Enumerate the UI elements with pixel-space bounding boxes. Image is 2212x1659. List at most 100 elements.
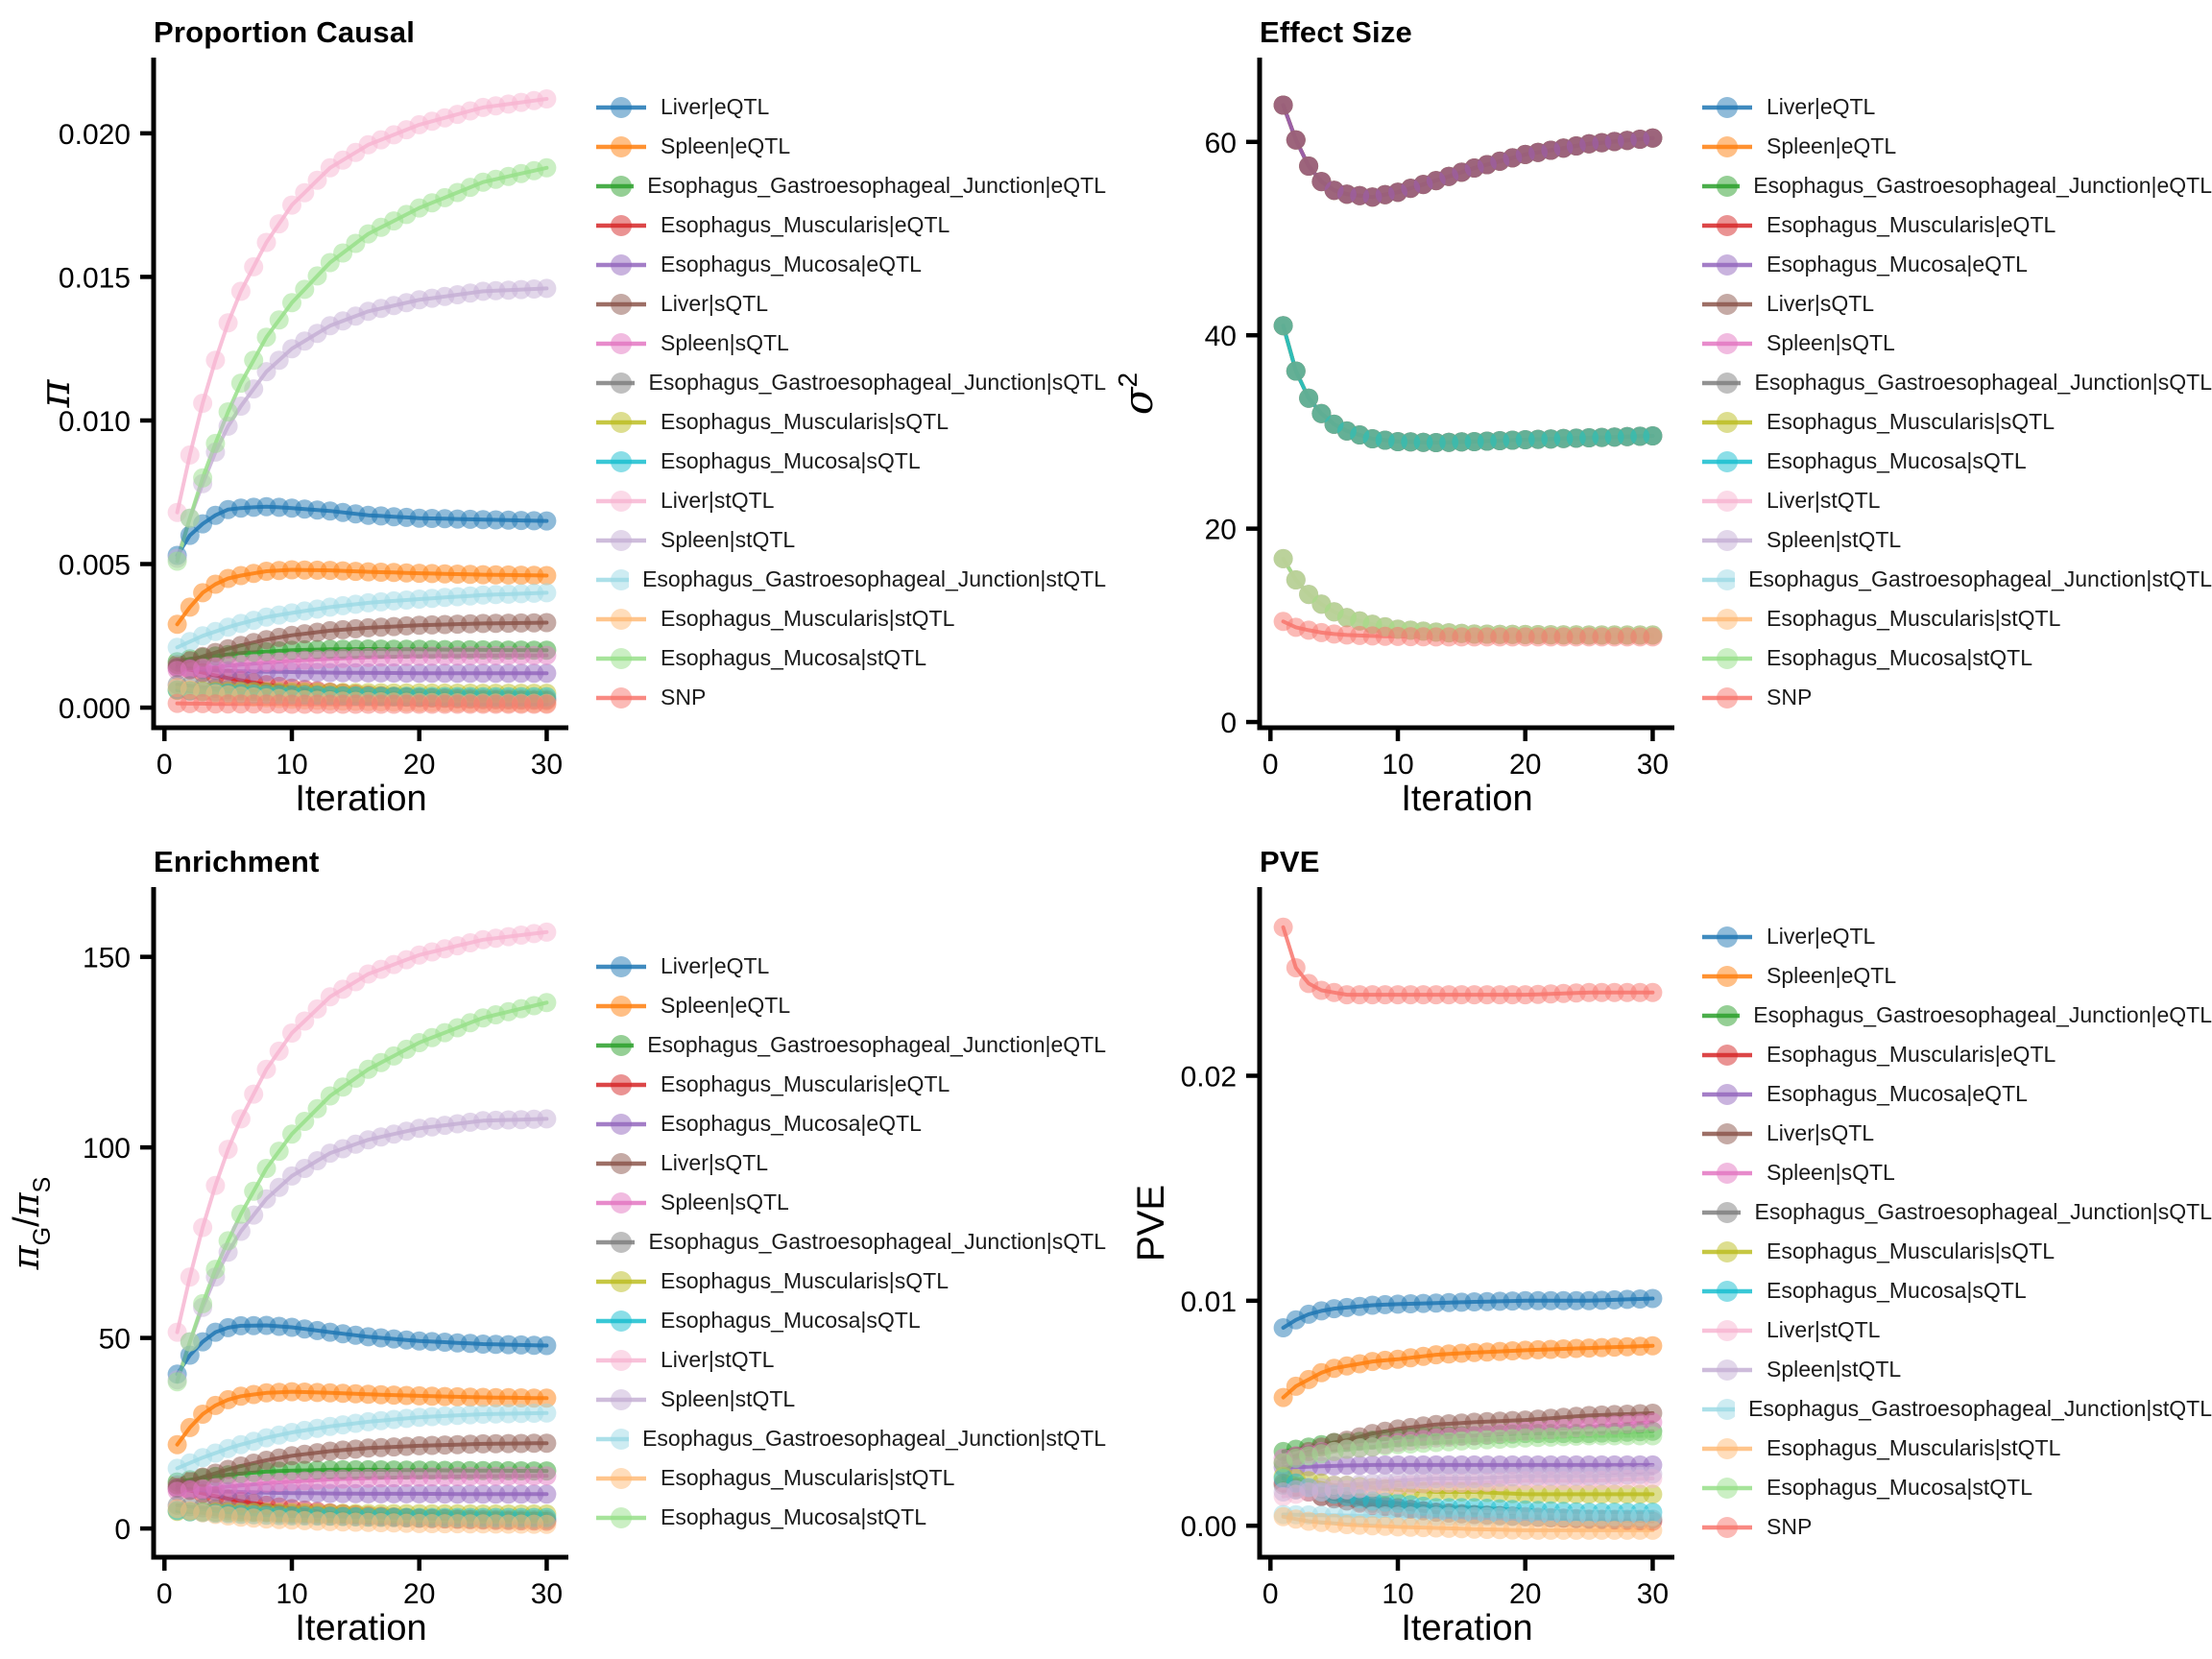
point-SNP — [1286, 958, 1306, 977]
point-Spleen|stQTL — [1643, 1464, 1663, 1484]
point-Liver|stQTL — [307, 170, 327, 190]
point-Spleen|stQTL — [256, 362, 276, 382]
legend-label: Esophagus_Gastroesophageal_Junction|eQTL — [1753, 173, 2212, 198]
legend-key-icon — [596, 253, 646, 276]
point-SNP — [1273, 917, 1293, 937]
legend-key-icon — [596, 1270, 646, 1292]
legend-item: Esophagus_Gastroesophageal_Junction|eQTL — [595, 166, 1106, 205]
x-tick-label: 30 — [531, 1578, 563, 1610]
legend-item: SNP — [1701, 1507, 2212, 1547]
legend-key-icon — [1702, 1044, 1752, 1066]
legend-label: Liver|eQTL — [1767, 94, 1876, 119]
legend-item: Spleen|sQTL — [1701, 1153, 2212, 1192]
legend-key-icon — [1702, 332, 1752, 354]
point-Liver|stQTL — [180, 1267, 200, 1287]
point-Liver|eQTL — [1643, 1288, 1663, 1309]
legend-key-icon — [1702, 1516, 1752, 1538]
legend-key-icon — [1702, 214, 1752, 236]
point-Esophagus_Mucosa|stQTL — [193, 468, 213, 488]
legend-item: Esophagus_Muscularis|stQTL — [1701, 1429, 2212, 1468]
legend-label: Spleen|eQTL — [1767, 963, 1897, 988]
legend-item: Liver|eQTL — [595, 947, 1106, 986]
point-Liver|stQTL — [295, 1011, 315, 1031]
y-tick-label: 0.00 — [1181, 1511, 1237, 1543]
point-Liver|stQTL — [256, 1059, 276, 1079]
legend-label: Spleen|eQTL — [661, 993, 791, 1018]
point-SNP — [1643, 627, 1663, 647]
legend-proportion-causal: Liver|eQTL Spleen|eQTL Esophagus_Gastroeso… — [595, 87, 1106, 717]
y-tick-label: 0.005 — [59, 550, 131, 582]
legend-key-icon — [596, 332, 646, 354]
legend-key-icon — [596, 214, 646, 236]
legend-item: Esophagus_Mucosa|sQTL — [1701, 1271, 2212, 1310]
legend-item: Liver|sQTL — [1701, 1114, 2212, 1153]
legend-key-icon — [1702, 490, 1752, 512]
point-Liver|eQTL — [537, 1335, 557, 1356]
legend-label: Esophagus_Mucosa|stQTL — [661, 645, 927, 670]
legend-label: Liver|stQTL — [1767, 1317, 1881, 1342]
chart-canvas-effect-size: 0 20 40 60 0 10 20 30 Iteration σ2 — [1106, 0, 2212, 830]
legend-item: Liver|sQTL — [595, 1143, 1106, 1183]
point-Liver|stQTL — [244, 256, 264, 276]
legend-item: Liver|stQTL — [1701, 1310, 2212, 1350]
point-Esophagus_Mucosa|stQTL — [537, 993, 557, 1013]
point-Spleen|eQTL — [167, 614, 187, 635]
legend-item: Liver|stQTL — [1701, 481, 2212, 520]
legend-label: Spleen|stQTL — [1767, 527, 1902, 552]
legend-key-icon — [596, 955, 646, 977]
point-Esophagus_Mucosa|eQTL — [1286, 130, 1306, 150]
legend-item: Liver|eQTL — [595, 87, 1106, 127]
legend-item: Esophagus_Muscularis|stQTL — [595, 1458, 1106, 1498]
point-Spleen|eQTL — [1273, 1387, 1293, 1407]
panel-title-proportion-causal: Proportion Causal — [154, 15, 416, 49]
point-Esophagus_Mucosa|stQTL — [167, 1372, 187, 1392]
legend-key-icon — [1702, 1201, 1742, 1223]
legend-item: Esophagus_Mucosa|eQTL — [595, 1104, 1106, 1143]
x-tick-label: 30 — [531, 749, 563, 781]
legend-item: Esophagus_Gastroesophageal_Junction|stQT… — [595, 1419, 1106, 1458]
legend-key-icon — [596, 293, 646, 315]
point-Esophagus_Mucosa|stQTL — [295, 279, 315, 300]
y-tick-label: 0 — [114, 1514, 131, 1546]
legend-label: Esophagus_Mucosa|eQTL — [1767, 1081, 2028, 1106]
legend-item: Spleen|sQTL — [1701, 324, 2212, 363]
point-Spleen|stQTL — [269, 1177, 289, 1197]
x-axis-label: Iteration — [295, 779, 426, 819]
series-points — [167, 922, 557, 1534]
legend-key-icon — [1702, 1083, 1752, 1105]
x-tick-label: 0 — [156, 1578, 173, 1610]
point-Spleen|eQTL — [180, 1417, 200, 1437]
legend-item: Esophagus_Gastroesophageal_Junction|sQTL — [1701, 363, 2212, 402]
legend-key-icon — [1702, 608, 1752, 630]
point-Esophagus_Mucosa|sQTL — [1286, 361, 1306, 381]
point-Esophagus_Mucosa|sQTL — [1643, 426, 1663, 445]
legend-item: Esophagus_Mucosa|sQTL — [595, 442, 1106, 481]
panel-effect-size: 0 20 40 60 0 10 20 30 Iteration σ2 Effect Size Li… — [1106, 0, 2212, 830]
line-Esophagus_Gastroesophageal_Junction|stQTL — [1281, 556, 1655, 637]
point-Liver|stQTL — [180, 445, 200, 465]
legend-key-icon — [1702, 1437, 1752, 1459]
chart-canvas-enrichment: 0 50 100 150 0 10 20 30 Iteration πG/πS — [0, 830, 1106, 1659]
legend-key-icon — [596, 490, 646, 512]
legend-item: Spleen|eQTL — [1701, 956, 2212, 996]
panel-proportion-causal: 0.000 0.005 0.010 0.015 0.020 0 10 20 30 Iteratio… — [0, 0, 1106, 830]
point-Esophagus_Mucosa|sQTL — [1299, 388, 1319, 408]
point-Esophagus_Mucosa|stQTL — [256, 1159, 276, 1178]
legend-item: Esophagus_Mucosa|stQTL — [1701, 638, 2212, 678]
legend-item: Esophagus_Gastroesophageal_Junction|eQTL — [595, 1025, 1106, 1065]
legend-key-icon — [596, 372, 636, 394]
point-SNP — [537, 694, 557, 714]
legend-label: Esophagus_Muscularis|eQTL — [1767, 1042, 2056, 1067]
legend-key-icon — [596, 608, 646, 630]
legend-label: Esophagus_Muscularis|sQTL — [1767, 409, 2055, 434]
legend-key-icon — [1702, 1162, 1752, 1184]
legend-item: Spleen|stQTL — [1701, 1350, 2212, 1389]
point-Esophagus_Mucosa|stQTL — [1643, 1426, 1663, 1446]
point-Esophagus_Mucosa|stQTL — [269, 310, 289, 330]
legend-label: Esophagus_Gastroesophageal_Junction|stQT… — [642, 1426, 1106, 1451]
panel-title-effect-size: Effect Size — [1260, 15, 1412, 49]
legend-label: Esophagus_Mucosa|sQTL — [661, 1308, 921, 1333]
point-Liver|stQTL — [230, 1109, 251, 1129]
point-Spleen|sQTL — [537, 1466, 557, 1486]
legend-label: SNP — [1767, 1514, 1813, 1539]
